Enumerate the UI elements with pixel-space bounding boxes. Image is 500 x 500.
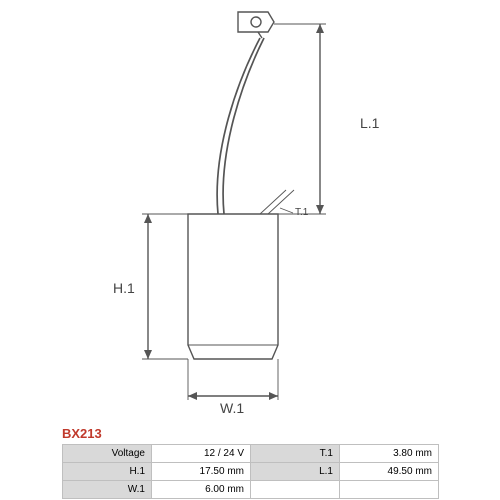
part-number: BX213: [62, 426, 102, 441]
spec-row: H.117.50 mmL.149.50 mm: [63, 463, 439, 481]
dim-label-l1: L.1: [360, 115, 379, 131]
spec-row: W.16.00 mm: [63, 481, 439, 499]
technical-drawing: [0, 0, 500, 500]
spec-table: Voltage12 / 24 VT.13.80 mmH.117.50 mmL.1…: [62, 444, 439, 499]
dim-label-w1: W.1: [220, 400, 244, 416]
spec-row: Voltage12 / 24 VT.13.80 mm: [63, 445, 439, 463]
dim-label-t1: T.1: [295, 207, 308, 218]
dim-label-h1: H.1: [113, 280, 135, 296]
